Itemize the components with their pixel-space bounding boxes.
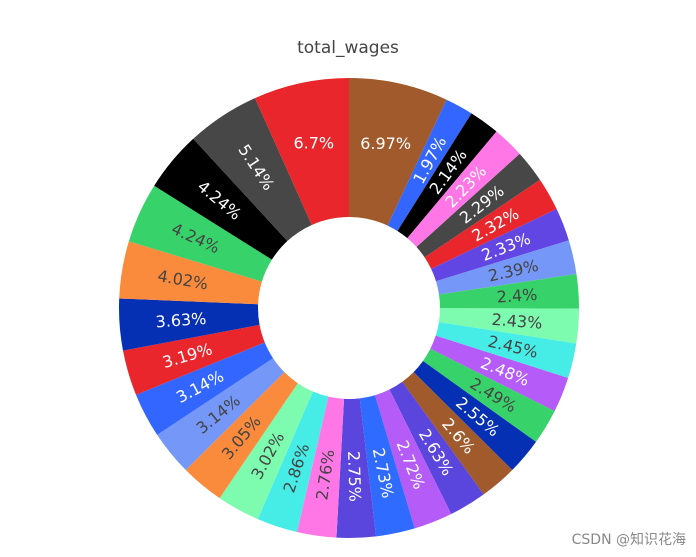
donut-slice[interactable]	[416, 153, 541, 258]
donut-slice[interactable]	[136, 342, 274, 435]
slices-group	[119, 78, 579, 538]
donut-slice[interactable]	[435, 240, 577, 295]
donut-slice[interactable]	[122, 324, 265, 395]
slice-label: 2.43%	[491, 310, 543, 333]
donut-slice[interactable]	[219, 383, 313, 520]
slice-label: 2.75%	[344, 451, 365, 502]
donut-slice[interactable]	[336, 398, 377, 538]
slice-label: 6.7%	[293, 134, 334, 153]
donut-slice[interactable]	[438, 308, 579, 344]
donut-slice[interactable]	[193, 98, 312, 242]
donut-slice[interactable]	[413, 360, 537, 471]
donut-slice[interactable]	[397, 113, 497, 239]
donut-slice[interactable]	[422, 348, 555, 442]
donut-slice[interactable]	[439, 274, 579, 309]
donut-slice[interactable]	[407, 131, 520, 248]
donut-slice[interactable]	[255, 78, 349, 225]
donut-slice[interactable]	[128, 185, 272, 282]
donut-slice[interactable]	[119, 241, 262, 305]
donut-slice[interactable]	[154, 138, 288, 260]
donut-slice[interactable]	[359, 395, 415, 537]
donut-slice[interactable]	[387, 99, 472, 231]
donut-slice[interactable]	[431, 209, 569, 282]
donut-slice[interactable]	[430, 335, 569, 412]
donut-slice[interactable]	[402, 372, 513, 495]
donut-slice[interactable]	[157, 358, 285, 471]
donut-slice[interactable]	[257, 391, 329, 533]
donut-slice[interactable]	[424, 179, 557, 269]
donut-slice[interactable]	[185, 372, 298, 499]
slice-label: 3.63%	[155, 309, 207, 332]
watermark-text: CSDN @知识花海	[571, 532, 686, 548]
donut-slice[interactable]	[349, 78, 447, 226]
donut-slice[interactable]	[296, 396, 345, 538]
donut-slice[interactable]	[119, 298, 260, 351]
donut-slice[interactable]	[389, 381, 484, 515]
slice-label: 2.4%	[496, 285, 538, 307]
chart-title: total_wages	[297, 38, 399, 58]
donut-slice[interactable]	[435, 322, 577, 378]
slice-label: 6.97%	[360, 134, 411, 153]
donut-slice[interactable]	[374, 389, 452, 529]
